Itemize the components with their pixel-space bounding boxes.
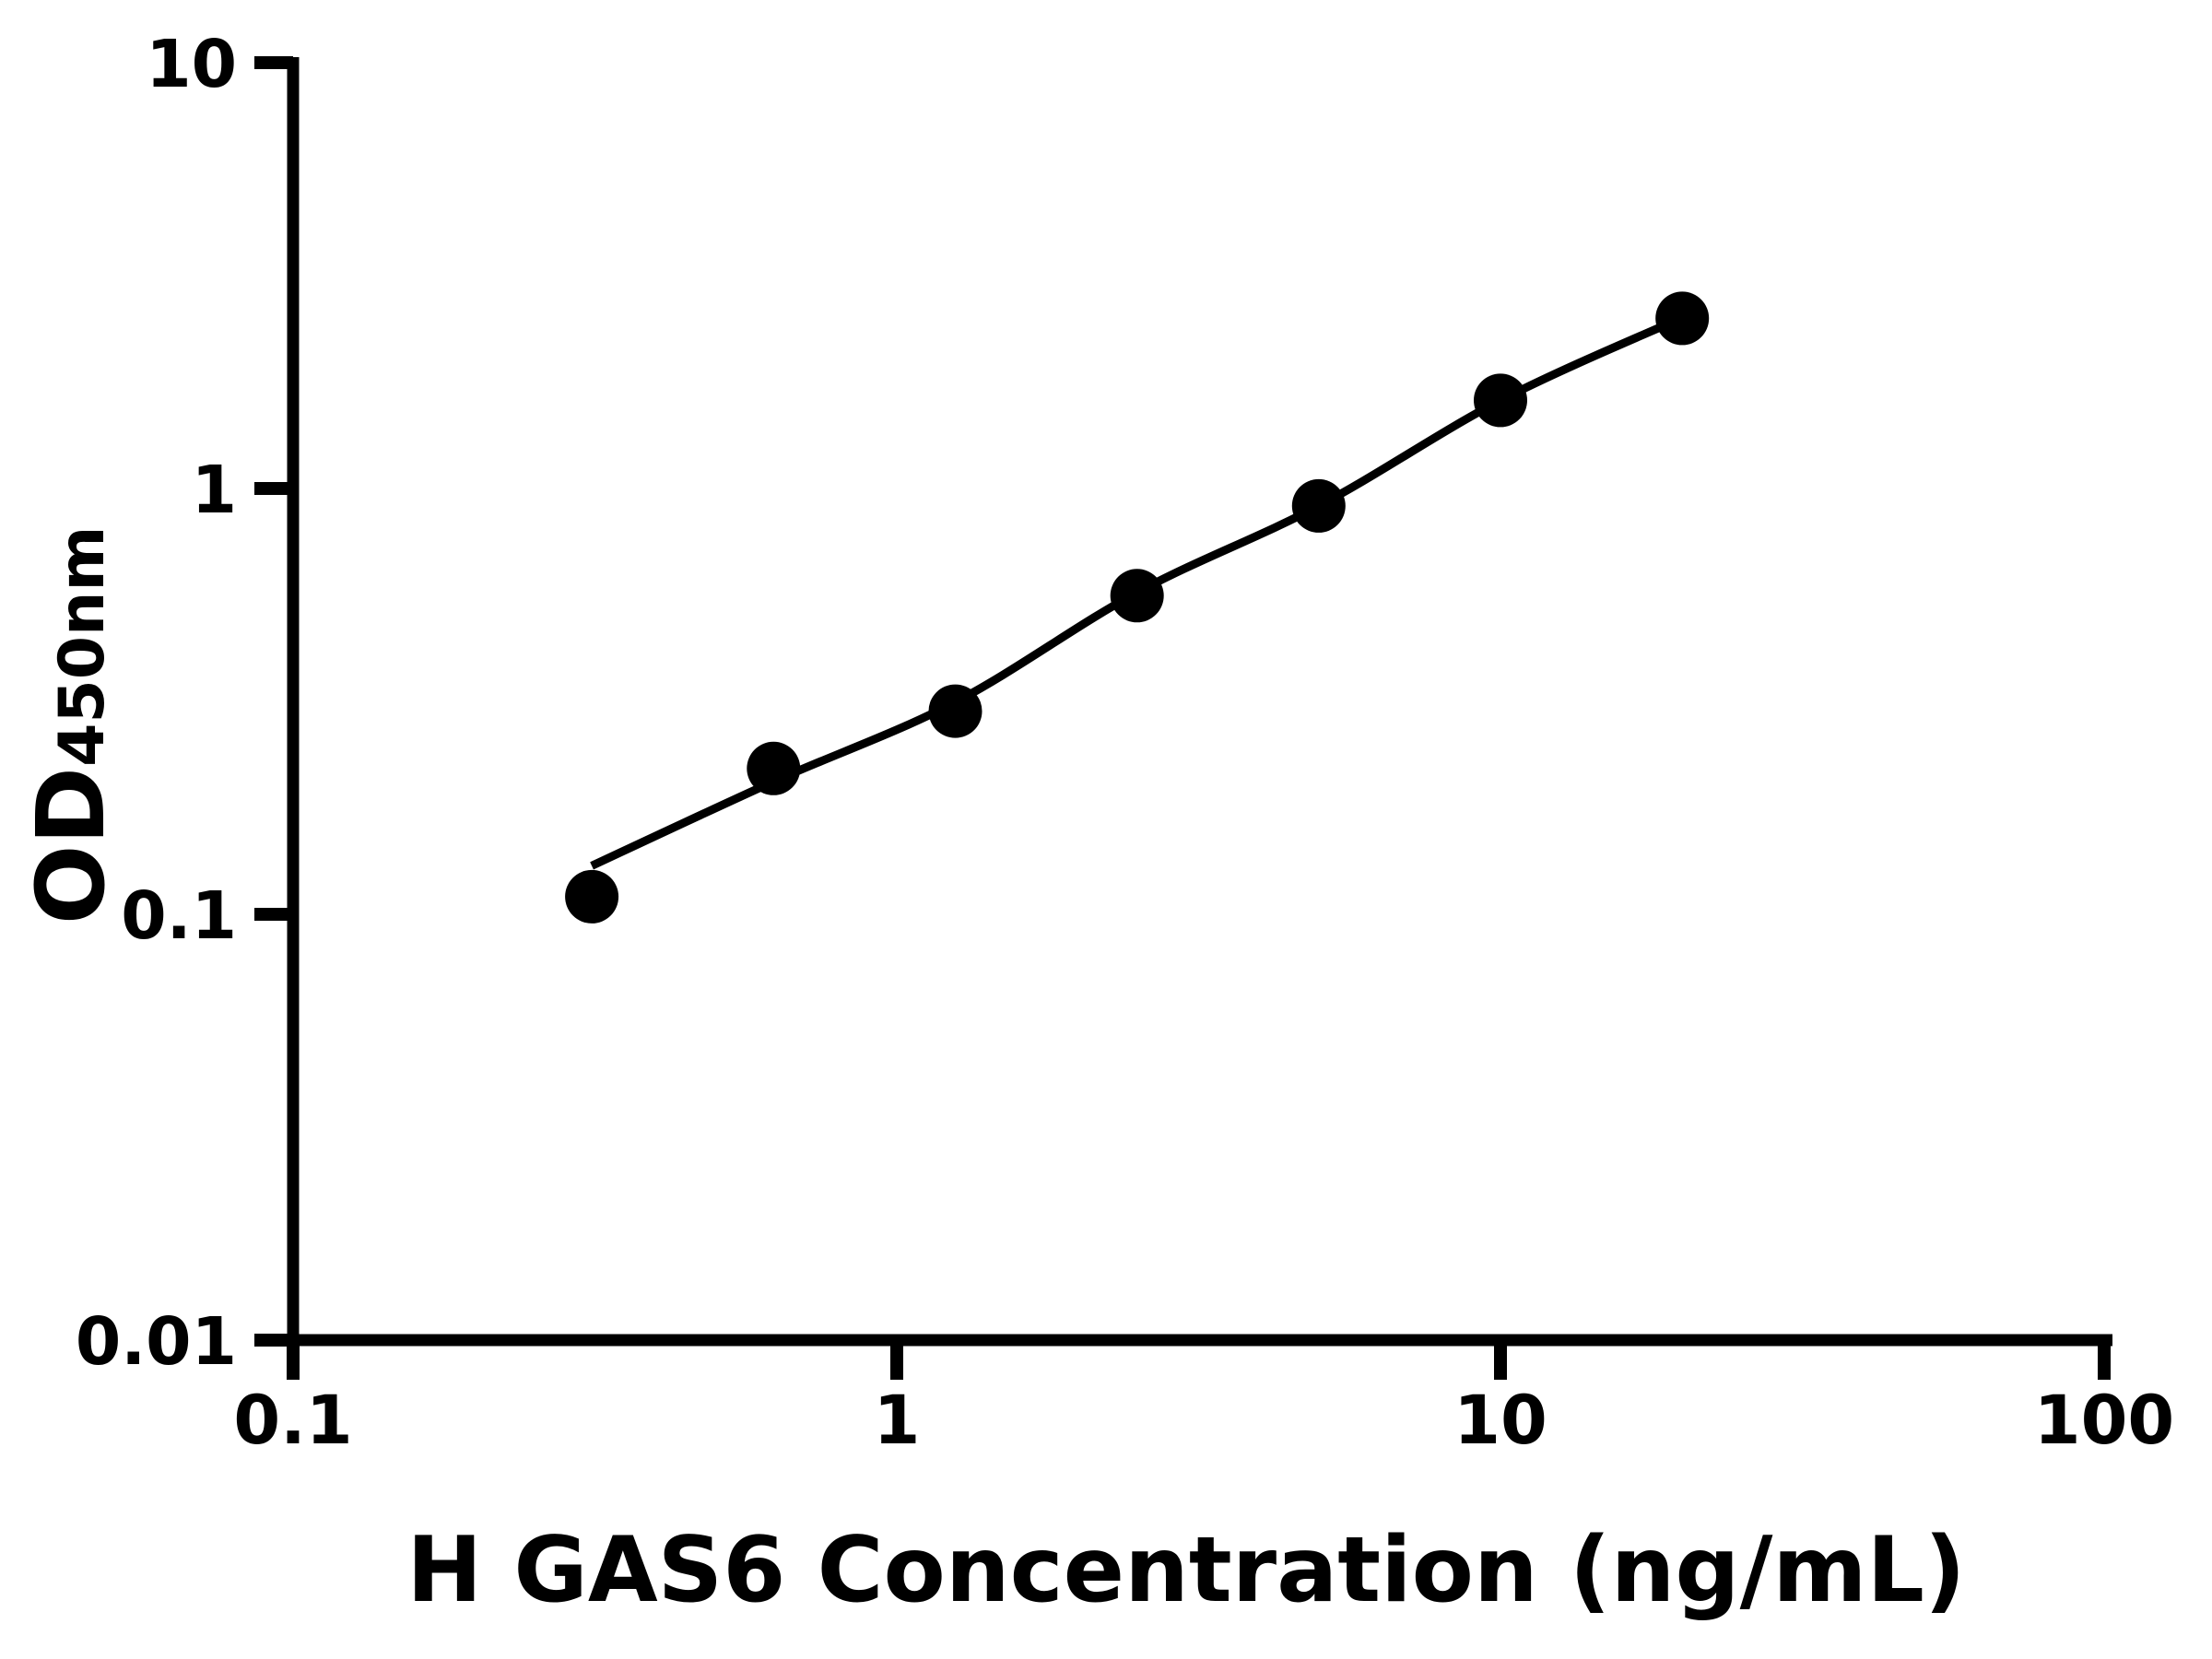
axis-ticks	[254, 56, 2111, 1380]
data-point	[565, 869, 619, 924]
x-tick	[890, 1340, 903, 1380]
x-tick	[1494, 1340, 1507, 1380]
data-point	[1474, 373, 1527, 428]
x-tick-label: 1	[874, 1382, 921, 1460]
y-tick	[254, 56, 293, 69]
y-tick-label: 10	[146, 26, 237, 102]
y-axis-line	[287, 57, 300, 1380]
x-tick-label: 10	[1453, 1382, 1547, 1460]
y-tick	[254, 1334, 293, 1347]
data-point	[1291, 478, 1346, 533]
y-axis-title-main: OD	[17, 767, 126, 924]
y-tick-label: 1	[192, 452, 237, 528]
y-axis-title-subscript: 450nm	[46, 526, 119, 767]
data-point	[1655, 291, 1710, 346]
data-points	[565, 291, 1710, 924]
x-axis-title: H GAS6 Concentration (ng/mL)	[406, 1518, 1965, 1623]
y-tick-label: 0.1	[121, 877, 237, 954]
y-tick	[254, 908, 293, 921]
y-tick	[254, 482, 293, 495]
x-tick	[287, 1340, 300, 1380]
y-tick-label: 0.01	[76, 1303, 237, 1380]
x-tick	[2098, 1340, 2111, 1380]
x-axis-line	[287, 1334, 2112, 1347]
y-axis-title: OD450nm	[17, 526, 126, 925]
data-point	[928, 684, 982, 738]
x-tick-label: 100	[2034, 1382, 2174, 1460]
x-tick-label: 0.1	[233, 1382, 352, 1460]
data-point	[747, 741, 801, 795]
data-point	[1110, 569, 1164, 623]
